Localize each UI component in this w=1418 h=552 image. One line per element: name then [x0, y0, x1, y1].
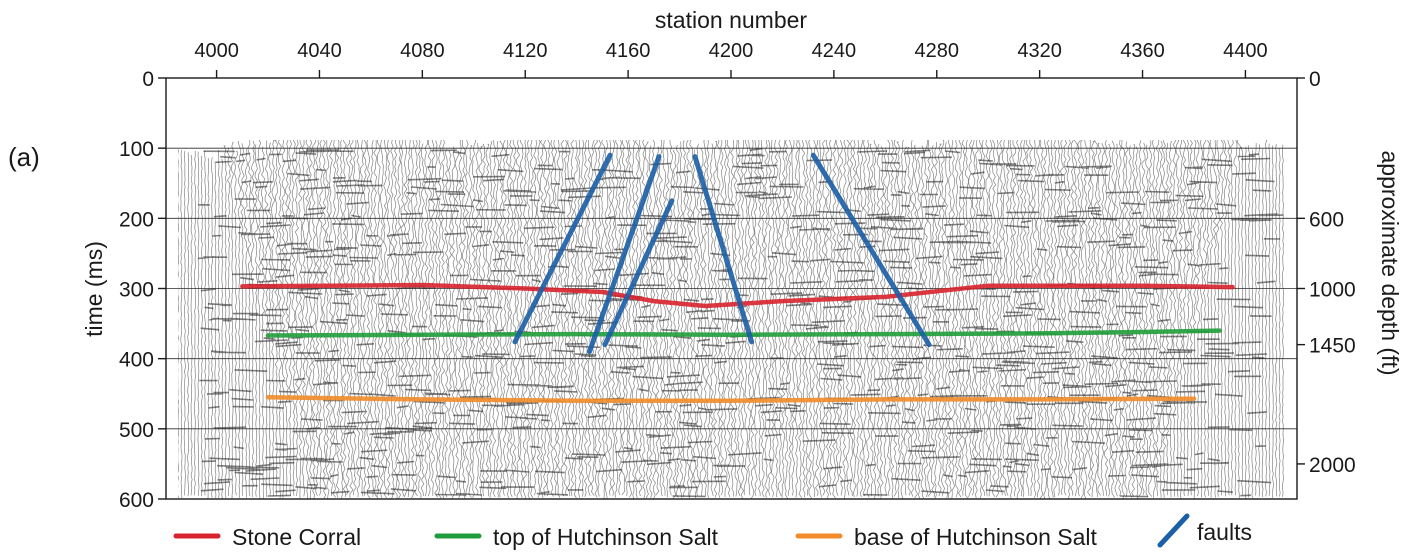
depth-tick-label: 600 [1309, 208, 1344, 231]
y-tick-label: 200 [119, 208, 154, 231]
x-tick-label: 4240 [812, 40, 857, 62]
axes: 4000 4040 4080 4120 4160 4200 4240 4280 4320 4360… [119, 40, 1356, 512]
x-tick-label: 4280 [915, 40, 960, 62]
horizon-line [265, 395, 1197, 404]
x-axis-title: station number [655, 7, 807, 33]
fault-line [692, 154, 755, 345]
y-tick-label: 300 [119, 279, 154, 302]
legend-label: Stone Corral [232, 524, 361, 550]
horizon-lines [240, 282, 1235, 404]
legend-label: base of Hutchinson Salt [854, 524, 1098, 550]
grid-lines [166, 147, 1297, 430]
x-tick-label: 4000 [194, 40, 239, 62]
x-tick-label: 4040 [297, 40, 342, 62]
y-tick-label: 100 [119, 138, 154, 161]
depth-tick-label: 1450 [1309, 335, 1356, 358]
y-axis-title-left: time (ms) [81, 241, 107, 337]
legend-label: faults [1197, 519, 1252, 545]
x-tick-label: 4200 [709, 40, 754, 62]
fault-line [810, 152, 932, 348]
x-tick-label: 4320 [1017, 40, 1062, 62]
legend: Stone Corral top of Hutchinson Salt base o… [173, 513, 1252, 550]
y-tick-label: 500 [119, 419, 154, 442]
x-tick-label: 4400 [1223, 40, 1268, 62]
fault-line [512, 152, 613, 345]
depth-tick-label: 1000 [1309, 279, 1356, 302]
x-tick-label: 4160 [606, 40, 651, 62]
y-axis-title-right: approximate depth (ft) [1377, 150, 1403, 375]
y-tick-label: 600 [119, 489, 154, 512]
x-tick-label: 4120 [503, 40, 548, 62]
y-tick-label: 400 [119, 349, 154, 372]
seismic-traces [178, 140, 1284, 499]
depth-tick-label: 0 [1309, 68, 1321, 91]
x-tick-label: 4080 [400, 40, 445, 62]
legend-label: top of Hutchinson Salt [493, 524, 719, 550]
fault-line [587, 154, 662, 355]
fault-line [602, 198, 675, 348]
y-tick-label: 0 [142, 68, 154, 91]
legend-swatch-faults [1157, 513, 1190, 548]
horizon-line [240, 282, 1235, 309]
x-tick-label: 4360 [1120, 40, 1165, 62]
panel-label: (a) [8, 142, 40, 172]
horizon-line [265, 328, 1222, 338]
fault-lines [512, 152, 932, 355]
depth-tick-label: 2000 [1309, 454, 1356, 477]
